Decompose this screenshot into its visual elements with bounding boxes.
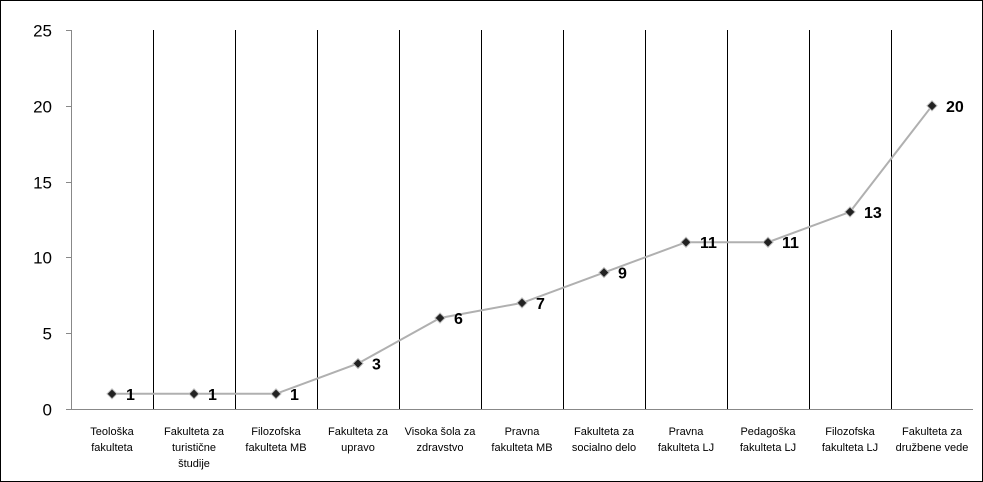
data-point-marker — [844, 206, 856, 218]
x-tick-label: Fakulteta za turistične študije — [154, 424, 234, 472]
x-tick-label-line: fakulteta MB — [245, 442, 307, 454]
x-tick-label-line: Fakulteta za — [164, 426, 224, 438]
y-tick-label: 5 — [43, 325, 52, 344]
data-label: 11 — [700, 235, 717, 252]
x-tick-label-line: Pravna — [504, 426, 540, 438]
grid-lines — [153, 30, 892, 409]
data-point-marker — [270, 388, 282, 400]
x-tick-label-line: Fakulteta za — [902, 426, 962, 438]
data-point-marker — [434, 312, 446, 324]
y-tick-label: 0 — [43, 401, 52, 420]
x-tick-label-line: Visoka šola za — [404, 426, 476, 438]
axes — [66, 30, 973, 410]
x-tick-label-line: Pedagoška — [740, 426, 796, 438]
x-tick-label: Teološka fakulteta — [72, 424, 152, 456]
y-tick-label: 25 — [33, 22, 52, 41]
x-tick-label-line: Filozofska — [825, 426, 875, 438]
x-tick-label-line: Teološka — [90, 426, 134, 438]
x-tick-label-line: socialno delo — [571, 442, 637, 454]
x-tick-label-line: Pravna — [668, 426, 704, 438]
data-label: 13 — [864, 205, 882, 222]
data-label: 1 — [290, 387, 299, 404]
data-label: 1 — [208, 387, 217, 404]
data-point-marker — [926, 100, 938, 112]
x-tick-label-line: fakulteta LJ — [739, 442, 797, 454]
x-tick-label: Filozofska fakulteta LJ — [810, 424, 890, 456]
data-point-marker — [680, 236, 692, 248]
data-label: 3 — [372, 357, 381, 374]
x-tick-label: Filozofska fakulteta MB — [236, 424, 316, 456]
data-point-marker — [516, 297, 528, 309]
x-tick-label-line: družbene vede — [895, 442, 969, 454]
x-tick-label-line: turistične — [171, 442, 217, 454]
x-tick-label-line: fakulteta LJ — [657, 442, 715, 454]
data-point-marker — [598, 266, 610, 279]
data-point-marker — [762, 236, 774, 248]
x-tick-label: Fakulteta za socialno delo — [564, 424, 644, 456]
data-label: 6 — [454, 311, 463, 328]
x-tick-label: Pravna fakulteta LJ — [646, 424, 726, 456]
x-tick-label-line: fakulteta LJ — [821, 442, 879, 454]
x-tick-label-line: Fakulteta za — [574, 426, 634, 438]
x-tick-label-line: Fakulteta za — [328, 426, 388, 438]
x-tick-label: Fakulteta za družbene vede — [892, 424, 972, 456]
x-tick-label: Pedagoška fakulteta LJ — [728, 424, 808, 456]
y-tick-label: 20 — [33, 98, 52, 117]
data-label: 1 — [126, 387, 135, 404]
data-label: 9 — [618, 266, 627, 283]
y-tick-label: 10 — [33, 249, 52, 268]
data-point-marker — [188, 388, 200, 400]
data-label: 11 — [782, 235, 799, 252]
x-tick-label-line: Filozofska — [251, 426, 301, 438]
y-tick-labels: 0 5 10 15 20 25 — [33, 22, 71, 420]
data-label: 7 — [536, 296, 545, 313]
data-markers — [106, 100, 938, 400]
data-point-marker — [106, 388, 118, 400]
x-tick-label: Fakulteta za upravo — [318, 424, 398, 456]
x-tick-label-line: študije — [178, 458, 210, 470]
data-point-marker — [352, 357, 364, 370]
data-label: 20 — [946, 99, 964, 116]
x-tick-label-line: upravo — [341, 442, 375, 454]
x-tick-label: Pravna fakulteta MB — [482, 424, 562, 456]
x-tick-label-line: fakulteta MB — [491, 442, 553, 454]
x-tick-label-line: zdravstvo — [416, 442, 464, 454]
x-tick-label-line: fakulteta — [91, 442, 133, 454]
y-tick-label: 15 — [33, 174, 52, 193]
x-tick-label: Visoka šola za zdravstvo — [400, 424, 480, 456]
